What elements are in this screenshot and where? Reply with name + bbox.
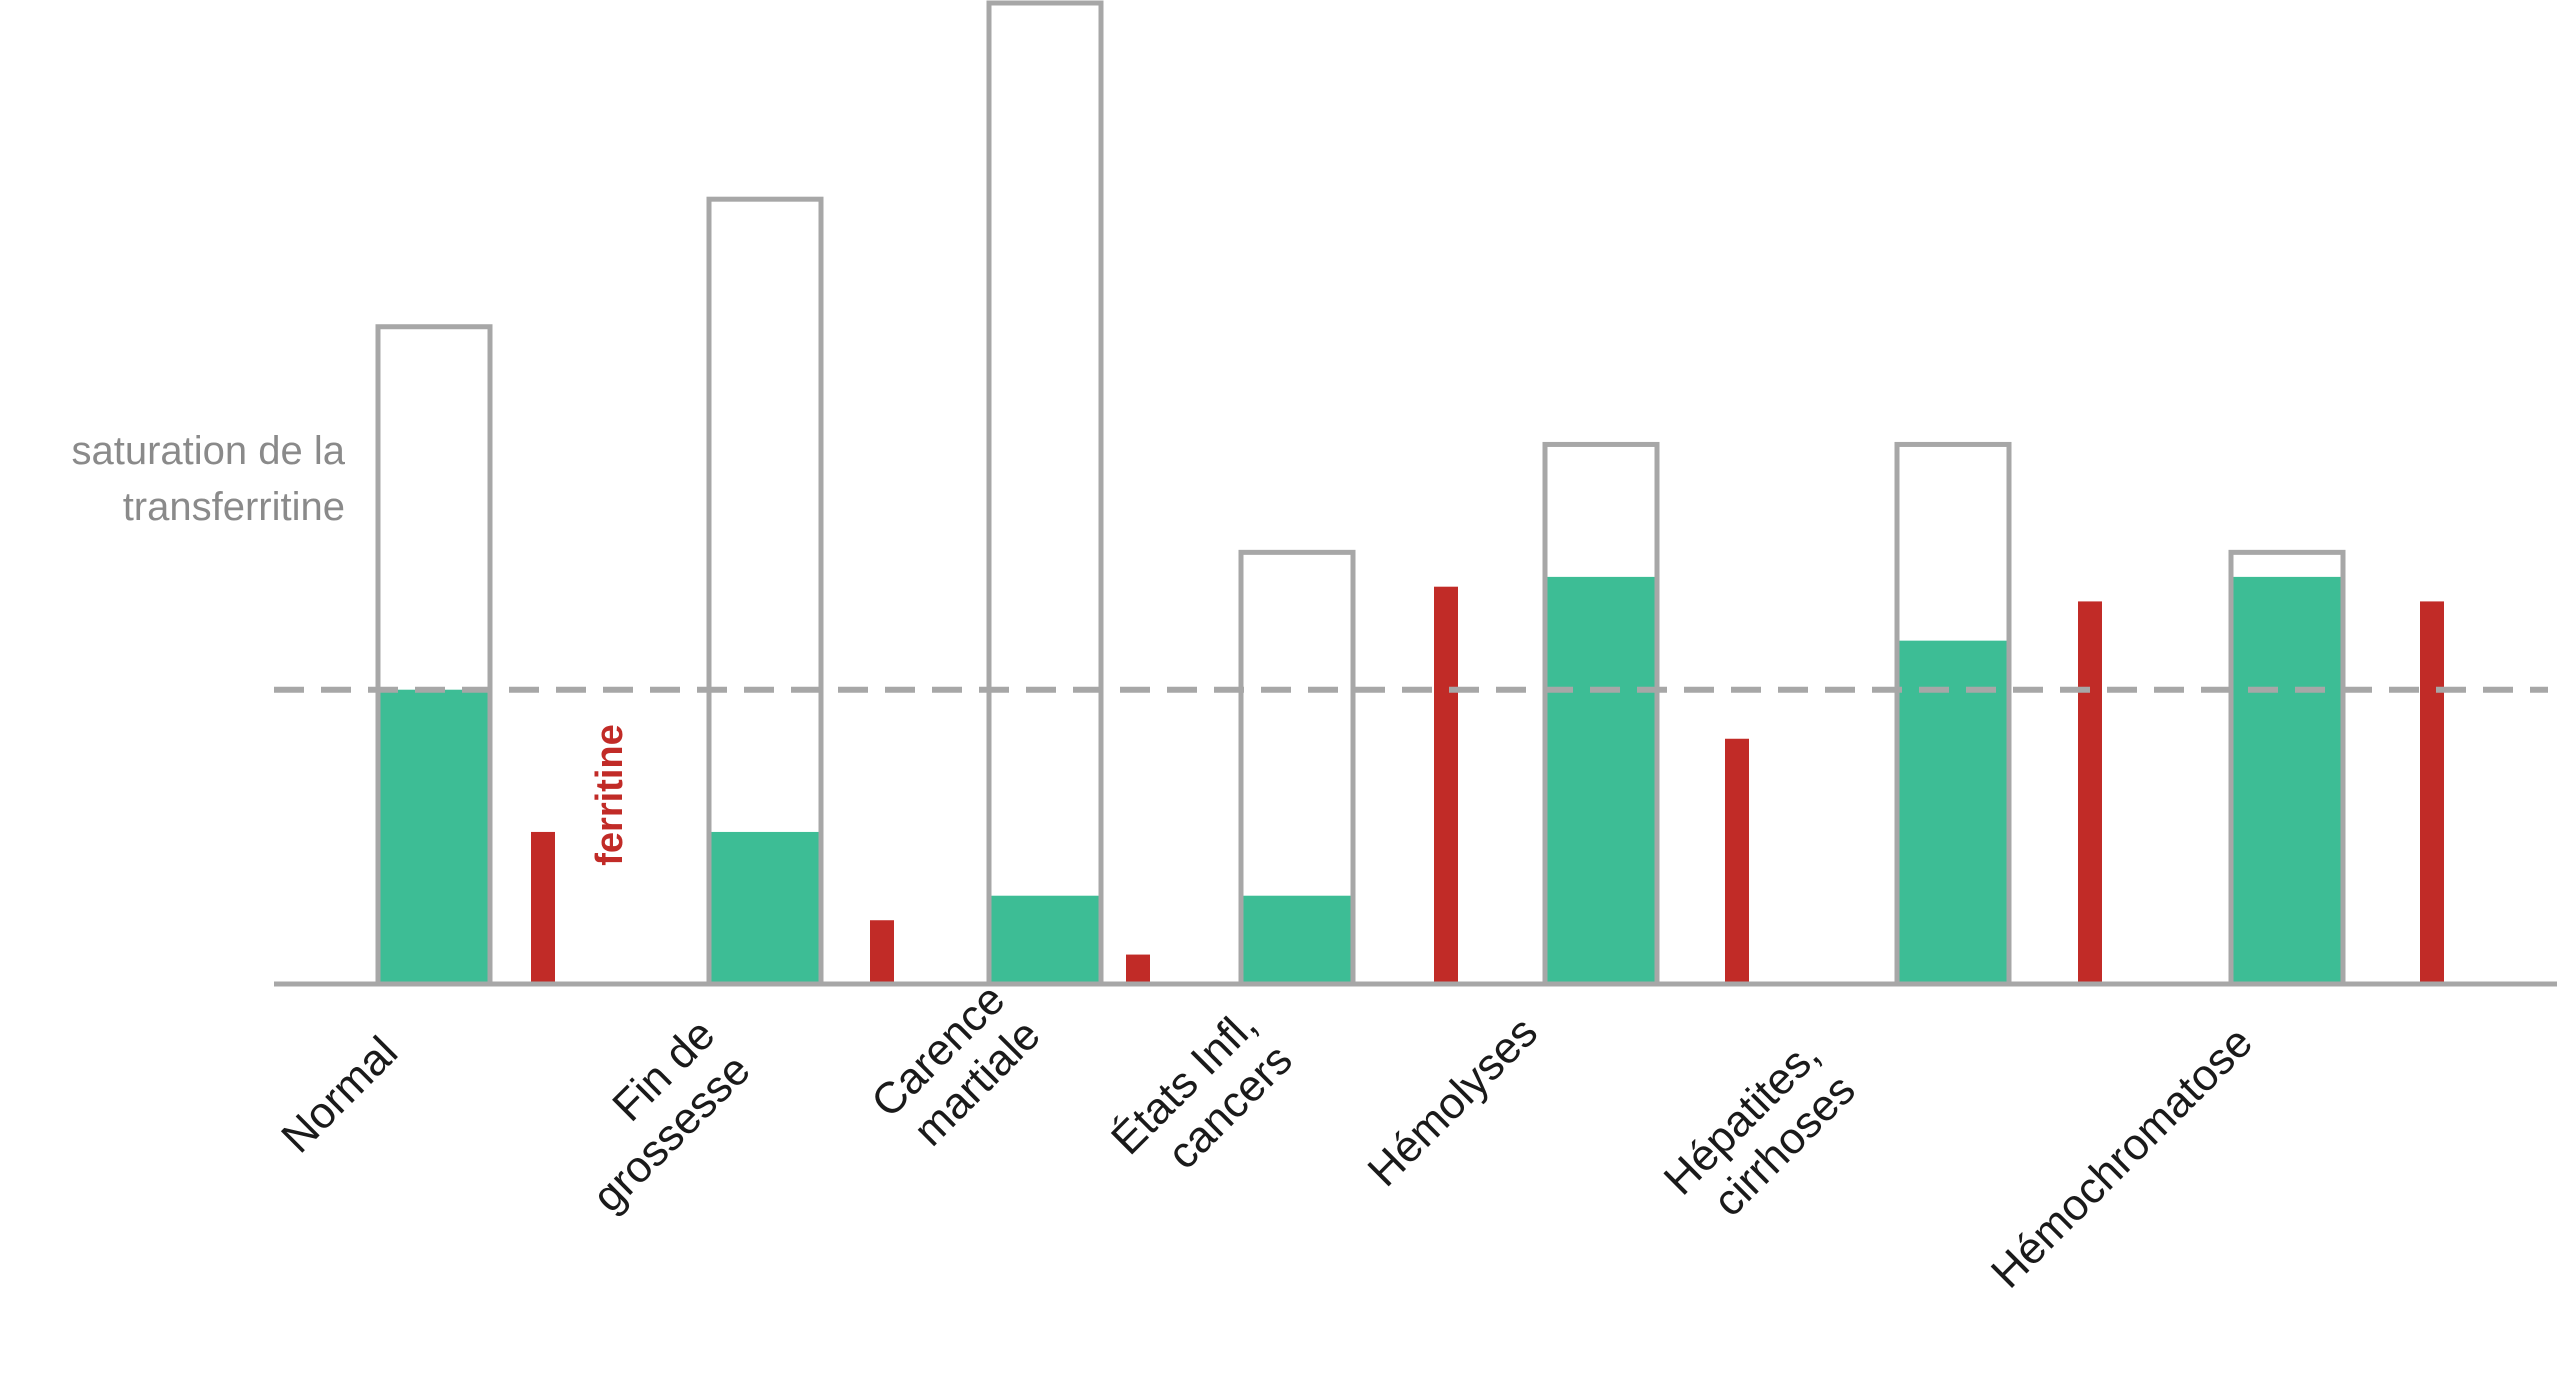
ferritine-bar	[1725, 738, 1749, 984]
category-label: Hémolyses	[1359, 1007, 1548, 1196]
saturation-bar	[989, 895, 1101, 984]
ferritine-bar	[2078, 601, 2102, 984]
category-label-line: Hémochromatose	[1982, 1017, 2262, 1297]
saturation-label-line-1: saturation de la	[71, 429, 345, 473]
ferritine-bar	[1434, 586, 1458, 984]
saturation-label-line-2: transferritine	[123, 485, 345, 529]
category-label: Carencemartiale	[862, 975, 1050, 1163]
category-label: Normal	[272, 1027, 407, 1162]
category-label-line: Normal	[272, 1027, 407, 1162]
ferritine-bar	[1126, 954, 1150, 984]
ferritine-bar	[2420, 601, 2444, 984]
saturation-bar	[1241, 895, 1353, 984]
saturation-bar	[709, 831, 821, 984]
saturation-bar	[1897, 640, 2009, 984]
category-label: Fin degrossesse	[548, 1010, 760, 1222]
saturation-bar	[378, 689, 490, 984]
category-label: Hépatites,cirrhoses	[1655, 1030, 1865, 1240]
ferritine-bar	[531, 831, 555, 984]
capacity-bar-outline	[986, 0, 1104, 987]
label-layer: saturation de la transferritine ferritin…	[71, 429, 631, 866]
ferritine-label: ferritine	[589, 724, 631, 865]
category-label-line: Hémolyses	[1359, 1007, 1548, 1196]
saturation-bar	[1545, 576, 1657, 984]
marks-layer	[375, 0, 2444, 987]
category-labels: Normal Fin degrossesse Carencemartiale État…	[272, 975, 2262, 1298]
category-label: Hémochromatose	[1982, 1017, 2262, 1297]
saturation-bar	[2231, 576, 2343, 984]
ferritine-bar	[870, 920, 894, 984]
category-label: États Infl,cancers	[1102, 1000, 1302, 1200]
